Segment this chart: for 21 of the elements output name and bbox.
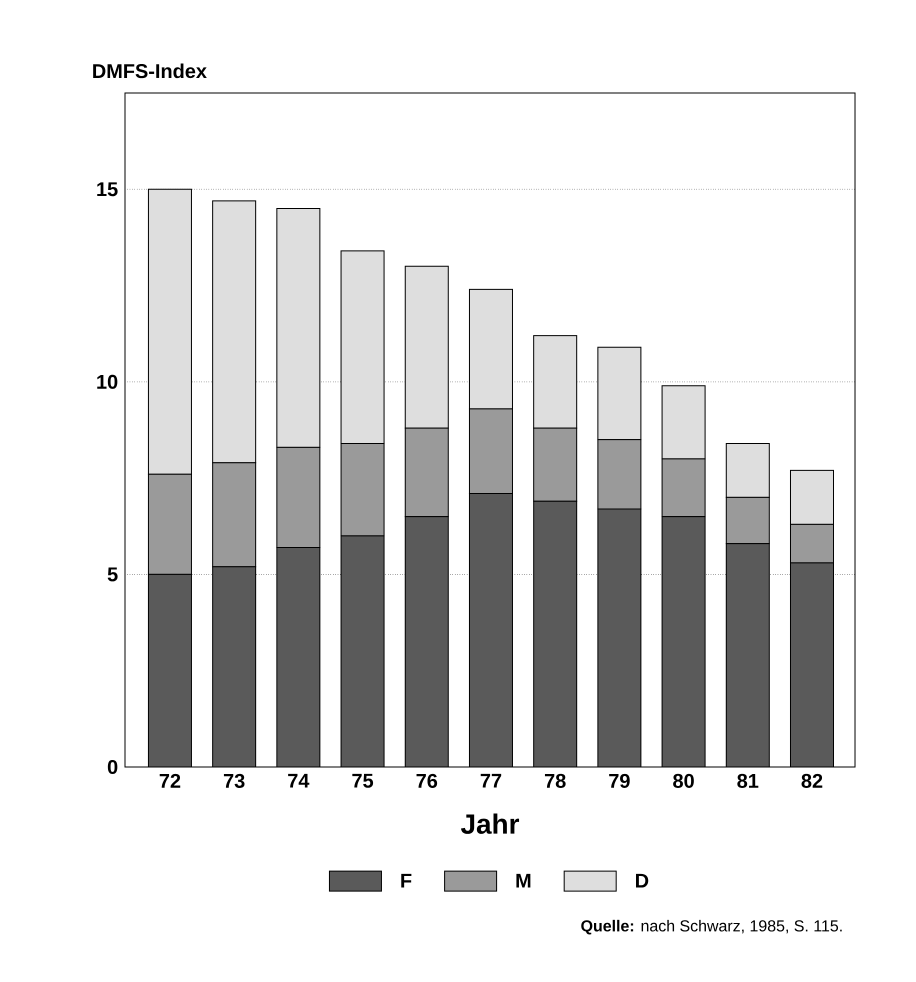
text: Quelle: nach Schwarz, 1985, S. 115. — [581, 920, 842, 935]
x-tick-label: 77 — [480, 774, 502, 788]
x-tick-label: 82 — [802, 774, 822, 788]
x-axis-title: Jahr — [460, 813, 520, 834]
y-tick-label: 0 — [108, 760, 118, 774]
y-tick-label: 10 — [97, 374, 118, 389]
legend-label: F — [401, 874, 412, 888]
x-tick-label: 74 — [288, 774, 310, 788]
x-tick-label: 81 — [737, 774, 758, 788]
x-tick-label: 73 — [224, 774, 245, 788]
x-tick-label: 72 — [160, 774, 180, 788]
y-tick-label: 5 — [108, 567, 118, 582]
x-tick-label: 79 — [609, 774, 630, 788]
y-axis-title: DMFS-Index — [93, 64, 207, 78]
x-tick-label: 80 — [673, 774, 694, 788]
legend-label: D — [636, 874, 648, 888]
x-tick-label: 75 — [352, 774, 374, 788]
x-tick-label: 76 — [416, 774, 438, 788]
legend-label: M — [516, 874, 530, 888]
y-tick-label: 15 — [97, 182, 118, 196]
x-tick-label: 78 — [544, 774, 566, 788]
